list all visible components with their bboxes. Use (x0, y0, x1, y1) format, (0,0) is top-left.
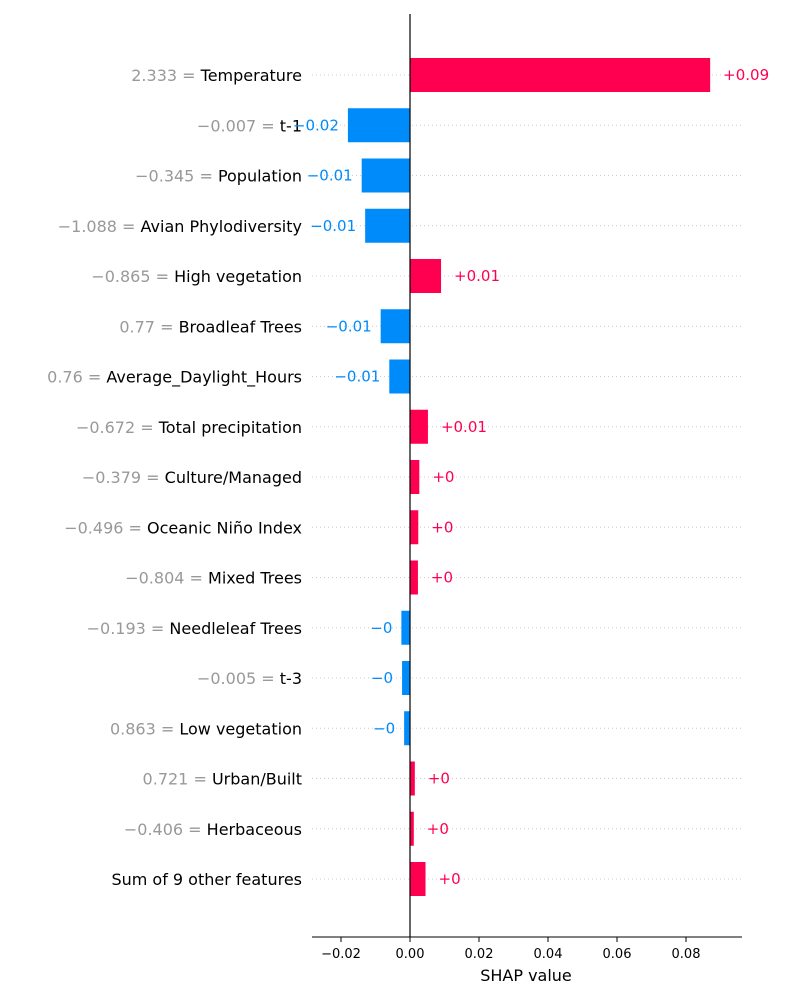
feature-label: −0.007 = t-1 (197, 116, 302, 135)
feature-label: 0.76 = Average_Daylight_Hours (47, 368, 302, 388)
shap-bar (361, 158, 410, 193)
feature-name: t-3 (280, 669, 302, 688)
feature-value: −0.005 = (197, 669, 280, 688)
feature-label: −1.088 = Avian Phylodiversity (58, 217, 302, 236)
feature-labels: 2.333 = Temperature −0.007 = t-1 −0.345 = … (47, 66, 302, 889)
feature-value: 2.333 = (131, 66, 200, 85)
bar-value-label: +0 (431, 569, 453, 587)
feature-value: −0.007 = (197, 116, 280, 135)
bars (347, 58, 711, 896)
feature-value: −0.193 = (87, 619, 170, 638)
bar-value-label: +0 (432, 468, 454, 486)
bar-value-label: +0.09 (723, 66, 769, 84)
feature-name: High vegetation (174, 267, 302, 286)
bar-value-label: −0.01 (307, 167, 353, 185)
feature-name: Herbaceous (207, 820, 302, 839)
feature-label: −0.005 = t-3 (197, 669, 302, 688)
feature-name: Total precipitation (158, 418, 302, 437)
bar-value-label: −0 (370, 619, 392, 637)
feature-name: t-1 (280, 116, 302, 135)
feature-value: −0.406 = (124, 820, 207, 839)
feature-label: 2.333 = Temperature (131, 66, 302, 85)
bar-value-label: −0.01 (334, 368, 380, 386)
shap-bar (365, 208, 410, 243)
feature-label: −0.496 = Oceanic Niño Index (64, 518, 302, 537)
shap-bar (389, 359, 410, 394)
feature-name: Sum of 9 other features (111, 870, 302, 889)
feature-name: Oceanic Niño Index (147, 518, 302, 537)
feature-value: −0.496 = (64, 518, 147, 537)
feature-name: Avian Phylodiversity (141, 217, 302, 236)
feature-name: Urban/Built (212, 770, 302, 789)
bar-value-labels: +0.09 −0.02 −0.01 −0.01 +0.01 −0.01 −0.01 +0.01… (293, 66, 769, 888)
shap-bar (347, 108, 410, 143)
x-tick-label: −0.02 (321, 947, 361, 962)
bar-value-label: −0.02 (293, 116, 339, 134)
feature-label: −0.804 = Mixed Trees (125, 569, 302, 588)
bar-value-label: +0 (428, 770, 450, 788)
shap-bar (410, 259, 442, 293)
feature-name: Temperature (200, 66, 302, 85)
x-tick-label: 0.04 (534, 947, 563, 962)
feature-value: 0.77 = (119, 317, 178, 336)
feature-label: 0.863 = Low vegetation (110, 719, 302, 738)
bar-value-label: +0 (427, 820, 449, 838)
feature-label: 0.77 = Broadleaf Trees (119, 317, 302, 336)
feature-value: −0.804 = (125, 569, 208, 588)
feature-label: Sum of 9 other features (111, 870, 302, 889)
gridlines (312, 74, 742, 880)
shap-bar (380, 309, 410, 344)
feature-label: −0.193 = Needleleaf Trees (87, 619, 302, 638)
shap-bar (402, 661, 410, 695)
feature-name: Low vegetation (179, 719, 302, 738)
bar-value-label: −0 (371, 669, 393, 687)
bar-value-label: −0 (373, 719, 395, 737)
feature-label: −0.379 = Culture/Managed (82, 468, 302, 487)
shap-bar (401, 610, 410, 645)
shap-bar (410, 460, 420, 494)
feature-name: Population (218, 167, 302, 186)
x-tick-label: 0.08 (672, 947, 701, 962)
feature-label: 0.721 = Urban/Built (143, 770, 302, 789)
bar-value-label: −0.01 (326, 317, 372, 335)
x-tick-label: 0.00 (396, 947, 425, 962)
feature-name: Average_Daylight_Hours (106, 368, 302, 388)
bar-value-label: +0 (431, 518, 453, 536)
feature-value: −0.345 = (135, 167, 218, 186)
shap-bar (410, 560, 418, 595)
feature-name: Mixed Trees (208, 569, 302, 588)
feature-value: 0.863 = (110, 719, 179, 738)
feature-value: 0.721 = (143, 770, 212, 789)
feature-name: Culture/Managed (165, 468, 302, 487)
feature-label: −0.865 = High vegetation (91, 267, 302, 286)
feature-value: −1.088 = (58, 217, 141, 236)
feature-value: −0.865 = (91, 267, 174, 286)
feature-value: −0.379 = (82, 468, 165, 487)
x-tick-label: 0.02 (465, 947, 494, 962)
shap-bar (410, 761, 415, 796)
x-axis-title: SHAP value (480, 966, 572, 985)
feature-value: 0.76 = (47, 368, 106, 387)
x-axis: −0.02 0.00 0.02 0.04 0.06 0.08 (312, 936, 742, 962)
bar-value-label: +0.01 (441, 418, 487, 436)
feature-name: Broadleaf Trees (179, 317, 302, 336)
feature-label: −0.345 = Population (135, 167, 302, 186)
x-tick-label: 0.06 (603, 947, 632, 962)
shap-bar (410, 811, 414, 846)
shap-bar (410, 510, 419, 545)
shap-bar (410, 409, 428, 444)
shap-bar (404, 711, 410, 746)
shap-bar (410, 862, 426, 896)
feature-value: −0.672 = (76, 418, 159, 437)
bar-value-label: +0 (439, 870, 461, 888)
shap-bar (410, 58, 711, 92)
bar-value-label: −0.01 (310, 217, 356, 235)
bar-value-label: +0.01 (454, 267, 500, 285)
feature-label: −0.406 = Herbaceous (124, 820, 302, 839)
feature-label: −0.672 = Total precipitation (76, 418, 302, 437)
feature-name: Needleleaf Trees (169, 619, 302, 638)
